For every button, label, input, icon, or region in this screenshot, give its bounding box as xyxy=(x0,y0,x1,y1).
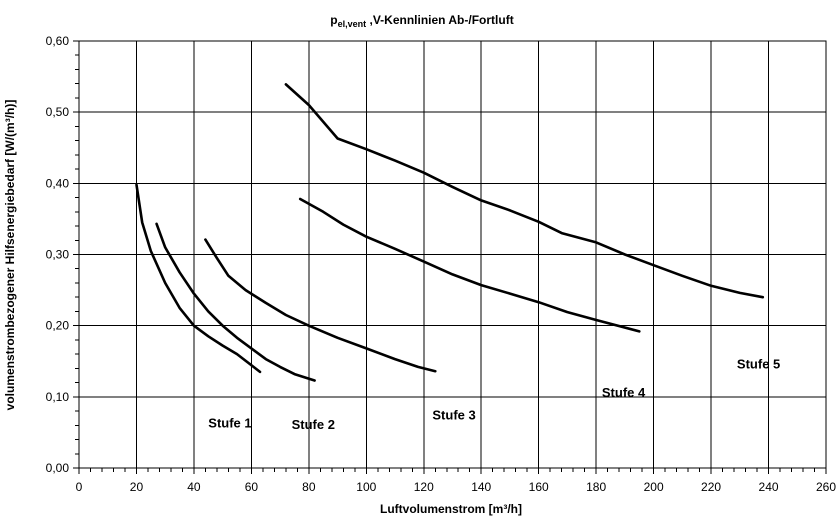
x-tick-label: 200 xyxy=(644,480,664,494)
x-tick-label: 40 xyxy=(187,480,201,494)
x-tick-label: 20 xyxy=(130,480,144,494)
series-labels: Stufe 1 Stufe 2 Stufe 3 Stufe 4 Stufe 5 xyxy=(208,356,780,431)
y-tick-label: 0,60 xyxy=(46,34,70,48)
x-axis-tick-labels: 0 20 40 60 80 100 120 140 160 180 200 220 240 260 xyxy=(76,480,837,494)
x-axis-title: Luftvolumenstrom [m³/h] xyxy=(380,502,522,516)
series-label-stufe-4: Stufe 4 xyxy=(602,385,646,400)
series-line-stufe-2 xyxy=(155,222,316,382)
series-line-stufe-5 xyxy=(284,83,765,299)
x-tick-label: 120 xyxy=(414,480,434,494)
y-tick-label: 0,50 xyxy=(46,105,70,119)
x-tick-label: 240 xyxy=(759,480,779,494)
series-label-stufe-5: Stufe 5 xyxy=(737,356,780,371)
gridlines xyxy=(79,41,826,468)
y-tick-label: 0,40 xyxy=(46,176,70,190)
axis-ticks xyxy=(73,40,827,474)
x-tick-label: 60 xyxy=(245,480,259,494)
x-tick-label: 80 xyxy=(302,480,316,494)
chart-title-main: p xyxy=(330,13,337,27)
y-tick-label: 0,30 xyxy=(46,248,70,262)
y-tick-label: 0,20 xyxy=(46,319,70,333)
series-label-stufe-2: Stufe 2 xyxy=(292,417,335,432)
plot-area-frame xyxy=(78,40,827,469)
chart-title-rest: ,V-Kennlinien Ab-/Fortluft xyxy=(366,13,514,27)
y-axis-tick-labels: 0,00 0,10 0,20 0,30 0,40 0,50 0,60 xyxy=(46,34,70,475)
x-tick-label: 160 xyxy=(529,480,549,494)
y-axis-title: volumenstrombezogener Hilfsenergiebedarf… xyxy=(3,100,17,411)
series-line-stufe-3 xyxy=(204,238,437,373)
chart-title: pel,vent ,V-Kennlinien Ab-/Fortluft xyxy=(330,13,513,29)
x-tick-label: 180 xyxy=(586,480,606,494)
series-line-stufe-4 xyxy=(298,197,641,333)
y-tick-label: 0,10 xyxy=(46,390,70,404)
x-tick-label: 100 xyxy=(356,480,376,494)
series-label-stufe-3: Stufe 3 xyxy=(432,408,475,423)
y-tick-label: 0,00 xyxy=(46,461,70,475)
x-tick-label: 220 xyxy=(701,480,721,494)
chart-title-subscript: el,vent xyxy=(338,19,367,29)
series-lines xyxy=(135,83,765,382)
x-tick-label: 260 xyxy=(816,480,836,494)
series-label-stufe-1: Stufe 1 xyxy=(208,415,251,430)
x-tick-label: 0 xyxy=(76,480,83,494)
x-tick-label: 140 xyxy=(471,480,491,494)
series-line-stufe-1 xyxy=(135,183,262,374)
